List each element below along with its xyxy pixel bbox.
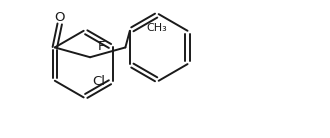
Text: CH₃: CH₃	[146, 23, 167, 33]
Text: Cl: Cl	[93, 75, 106, 88]
Text: F: F	[98, 40, 106, 53]
Text: O: O	[54, 11, 65, 24]
